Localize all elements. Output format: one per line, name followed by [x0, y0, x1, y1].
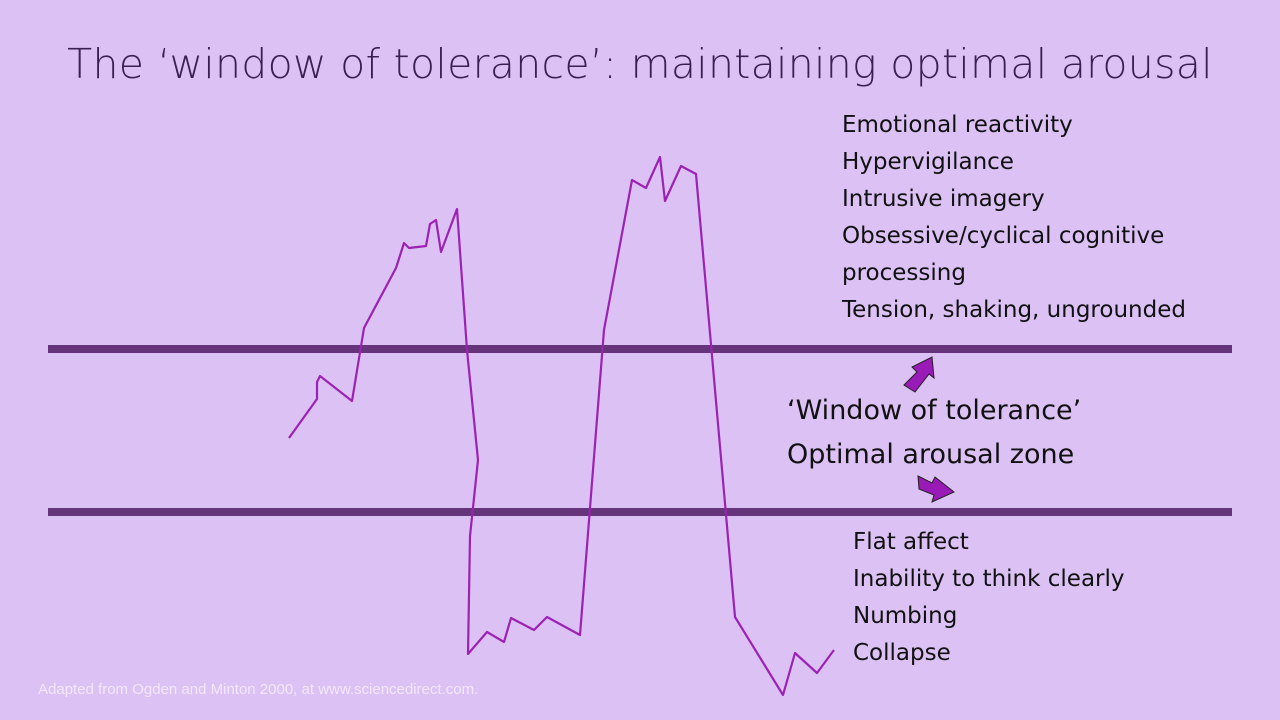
list-item: Intrusive imagery — [842, 186, 1045, 212]
source-credit: Adapted from Ogden and Minton 2000, at w… — [38, 681, 479, 698]
list-item: Flat affect — [853, 529, 969, 555]
upper-boundary-line — [48, 345, 1232, 353]
list-item: Numbing — [853, 603, 958, 629]
list-item: Obsessive/cyclical cognitive — [842, 223, 1165, 249]
hypoarousal-list: Flat affect Inability to think clearly N… — [853, 524, 1125, 672]
hyperarousal-list: Emotional reactivity Hypervigilance Intr… — [842, 107, 1186, 329]
arrow-up-icon — [903, 356, 935, 393]
list-item: Inability to think clearly — [853, 566, 1125, 592]
list-item: Emotional reactivity — [842, 112, 1073, 138]
list-item: processing — [842, 260, 966, 286]
lower-boundary-line — [48, 508, 1232, 516]
list-item: Hypervigilance — [842, 149, 1014, 175]
slide-title: The ‘window of tolerance’: maintaining o… — [67, 40, 1213, 88]
arousal-line — [288, 155, 835, 697]
list-item: Collapse — [853, 640, 951, 666]
window-label-line2: Optimal arousal zone — [787, 439, 1075, 470]
window-of-tolerance-label: ‘Window of tolerance’ Optimal arousal zo… — [787, 389, 1081, 477]
window-label-line1: ‘Window of tolerance’ — [787, 395, 1082, 426]
arrow-down-right-icon — [917, 475, 955, 503]
list-item: Tension, shaking, ungrounded — [842, 297, 1186, 323]
